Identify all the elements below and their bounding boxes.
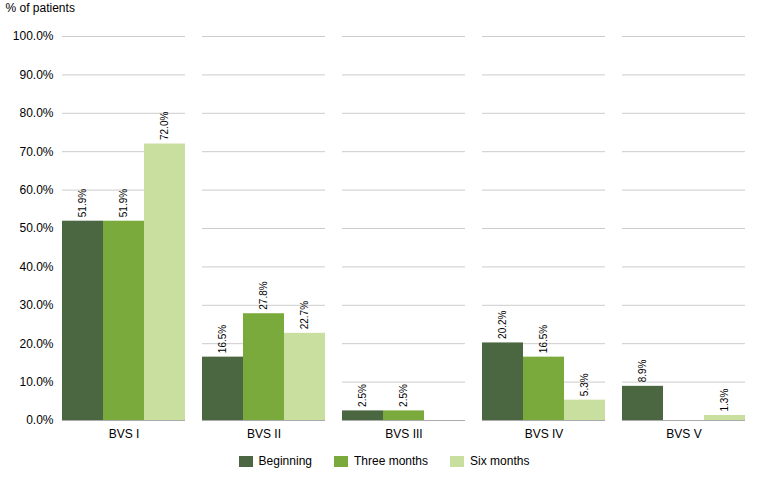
svg-text:51.9%: 51.9% bbox=[77, 189, 88, 217]
svg-text:72.0%: 72.0% bbox=[159, 112, 170, 140]
svg-text:BVS IV: BVS IV bbox=[525, 427, 564, 441]
svg-text:16.5%: 16.5% bbox=[538, 325, 549, 353]
svg-text:16.5%: 16.5% bbox=[217, 325, 228, 353]
svg-text:2.5%: 2.5% bbox=[398, 384, 409, 407]
html-text:Beginning: Beginning bbox=[258, 454, 312, 468]
svg-text:20.2%: 20.2% bbox=[497, 310, 508, 338]
svg-text:5.3%: 5.3% bbox=[579, 373, 590, 396]
html-text:Six months: Six months bbox=[470, 454, 530, 468]
svg-text:70.0%: 70.0% bbox=[19, 145, 53, 159]
svg-text:8.9%: 8.9% bbox=[637, 359, 648, 382]
svg-text:% of patients: % of patients bbox=[6, 1, 75, 15]
svg-text:90.0%: 90.0% bbox=[19, 68, 53, 82]
svg-text:22.7%: 22.7% bbox=[299, 301, 310, 329]
svg-text:0.0%: 0.0% bbox=[26, 413, 54, 427]
svg-text:30.0%: 30.0% bbox=[19, 298, 53, 312]
svg-text:1.3%: 1.3% bbox=[719, 389, 730, 412]
svg-text:2.5%: 2.5% bbox=[357, 384, 368, 407]
svg-text:10.0%: 10.0% bbox=[19, 375, 53, 389]
svg-text:BVS III: BVS III bbox=[385, 427, 422, 441]
svg-text:BVS II: BVS II bbox=[247, 427, 281, 441]
svg-text:BVS I: BVS I bbox=[109, 427, 140, 441]
svg-text:100.0%: 100.0% bbox=[13, 29, 54, 43]
svg-text:40.0%: 40.0% bbox=[19, 260, 53, 274]
svg-text:50.0%: 50.0% bbox=[19, 221, 53, 235]
svg-text:27.8%: 27.8% bbox=[258, 281, 269, 309]
svg-text:BVS V: BVS V bbox=[666, 427, 701, 441]
svg-text:60.0%: 60.0% bbox=[19, 183, 53, 197]
html-text:Three months: Three months bbox=[354, 454, 428, 468]
svg-text:80.0%: 80.0% bbox=[19, 106, 53, 120]
svg-text:20.0%: 20.0% bbox=[19, 337, 53, 351]
svg-text:51.9%: 51.9% bbox=[118, 189, 129, 217]
